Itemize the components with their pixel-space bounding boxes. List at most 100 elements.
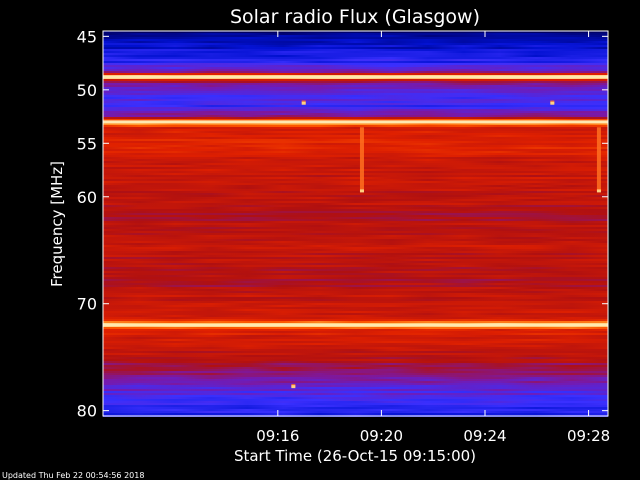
heatmap-row [103, 125, 608, 127]
burst-mark [359, 127, 364, 192]
heatmap-row [103, 229, 608, 231]
heatmap-row [103, 157, 608, 159]
burst-peak [596, 189, 601, 193]
bright-line [103, 75, 608, 79]
heatmap-row [103, 187, 608, 189]
heatmap-row [103, 209, 608, 211]
heatmap-row [103, 41, 608, 43]
heatmap-row [103, 147, 608, 149]
y-tick-label: 70 [77, 295, 97, 314]
heatmap-row [103, 189, 608, 191]
heatmap-row [103, 123, 608, 125]
spectrogram-plot: 09:16 09:20 09:24 09:28 45 50 55 60 70 80 [77, 27, 611, 445]
heatmap-row [103, 141, 608, 143]
heatmap-row [103, 51, 608, 53]
updated-footer: Updated Thu Feb 22 00:54:56 2018 [2, 471, 144, 480]
heatmap-row [103, 365, 608, 367]
heatmap-row [103, 103, 608, 105]
heatmap-row [103, 247, 608, 249]
heatmap-row [103, 329, 608, 331]
heatmap-row [103, 87, 608, 89]
heatmap-row [103, 239, 608, 241]
heatmap-row [103, 107, 608, 109]
heatmap-row [103, 167, 608, 169]
heatmap-row [103, 243, 608, 245]
heatmap-row [103, 151, 608, 153]
y-tick-label: 45 [77, 27, 97, 46]
heatmap-row [103, 199, 608, 201]
heatmap-rows [103, 31, 608, 417]
y-tick-label: 80 [77, 402, 97, 421]
heatmap-row [103, 105, 608, 107]
heatmap-row [103, 271, 608, 273]
heatmap-row [103, 129, 608, 131]
heatmap-row [103, 309, 608, 311]
heatmap-row [103, 275, 608, 277]
y-axis-label: Frequency [MHz] [48, 161, 66, 287]
heatmap-row [103, 393, 608, 395]
heatmap-row [103, 83, 608, 85]
heatmap-row [103, 79, 608, 81]
heatmap-row [103, 47, 608, 49]
heatmap-row [103, 91, 608, 93]
heatmap-row [103, 319, 608, 321]
heatmap-row [103, 253, 608, 255]
heatmap-row [103, 285, 608, 287]
heatmap-row [103, 371, 608, 373]
heatmap-row [103, 291, 608, 293]
heatmap-row [103, 43, 608, 45]
heatmap-row [103, 139, 608, 141]
heatmap-row [103, 137, 608, 139]
heatmap-row [103, 379, 608, 381]
heatmap-row [103, 387, 608, 389]
heatmap-row [103, 361, 608, 363]
heatmap-row [103, 115, 608, 117]
heatmap-row [103, 307, 608, 309]
heatmap-row [103, 303, 608, 305]
heatmap-row [103, 149, 608, 151]
heatmap-row [103, 225, 608, 227]
heatmap-row [103, 61, 608, 63]
heatmap-row [103, 355, 608, 357]
heatmap-row [103, 377, 608, 379]
heatmap-row [103, 341, 608, 343]
heatmap-row [103, 321, 608, 323]
heatmap-row [103, 301, 608, 303]
heatmap-row [103, 145, 608, 147]
heatmap-row [103, 203, 608, 205]
heatmap-row [103, 413, 608, 415]
heatmap-row [103, 171, 608, 173]
heatmap-row [103, 385, 608, 387]
heatmap-row [103, 349, 608, 351]
heatmap-row [103, 245, 608, 247]
heatmap-row [103, 175, 608, 177]
heatmap-row [103, 235, 608, 237]
burst-peak [359, 189, 364, 193]
burst-peak [291, 385, 296, 389]
heatmap-row [103, 283, 608, 285]
heatmap-row [103, 281, 608, 283]
heatmap-row [103, 397, 608, 399]
heatmap-row [103, 33, 608, 35]
heatmap-row [103, 201, 608, 203]
heatmap-row [103, 411, 608, 413]
heatmap-row [103, 31, 608, 33]
heatmap-row [103, 409, 608, 411]
heatmap-row [103, 223, 608, 225]
heatmap-row [103, 193, 608, 195]
heatmap-row [103, 71, 608, 73]
y-tick-label: 60 [77, 188, 97, 207]
heatmap-row [103, 195, 608, 197]
heatmap-row [103, 101, 608, 103]
heatmap-row [103, 287, 608, 289]
heatmap-row [103, 37, 608, 39]
x-tick-label: 09:28 [567, 427, 610, 445]
heatmap-row [103, 343, 608, 345]
heatmap-row [103, 367, 608, 369]
heatmap-row [103, 191, 608, 193]
heatmap-row [103, 313, 608, 315]
heatmap-row [103, 347, 608, 349]
heatmap-row [103, 57, 608, 59]
burst-peak [301, 101, 306, 105]
x-axis-ticks: 09:16 09:20 09:24 09:28 [256, 31, 610, 445]
